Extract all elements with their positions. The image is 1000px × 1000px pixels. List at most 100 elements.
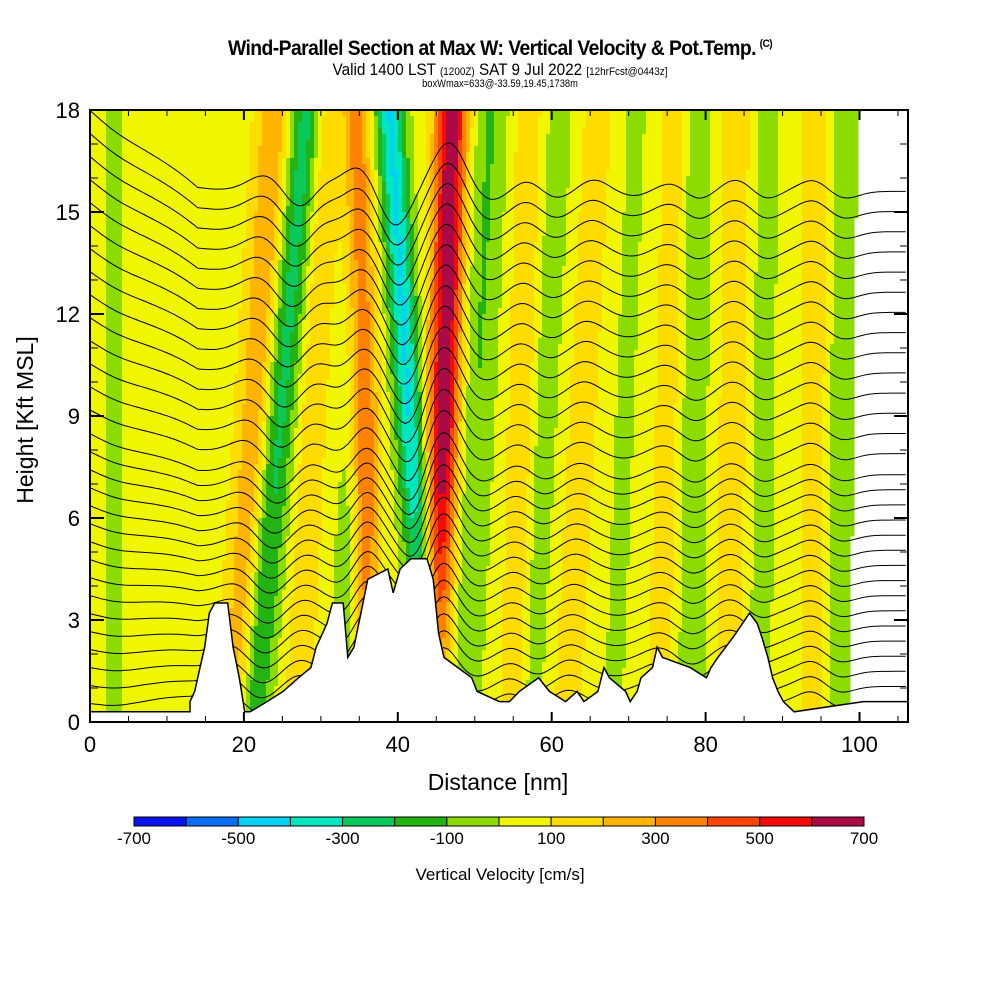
w-cell xyxy=(454,452,459,459)
w-cell xyxy=(830,494,855,501)
w-cell xyxy=(538,194,547,201)
w-cell xyxy=(302,320,311,327)
w-cell xyxy=(90,218,107,225)
w-cell xyxy=(458,158,463,165)
w-cell xyxy=(290,410,299,417)
w-cell xyxy=(282,374,291,381)
w-cell xyxy=(590,494,615,501)
w-cell xyxy=(438,542,443,549)
w-cell xyxy=(498,326,511,333)
w-cell xyxy=(758,188,779,195)
w-cell xyxy=(402,350,407,357)
w-cell xyxy=(830,422,855,429)
w-cell xyxy=(106,572,123,579)
w-cell xyxy=(90,440,107,447)
w-cell xyxy=(454,458,459,465)
w-cell xyxy=(742,518,755,525)
w-cell xyxy=(746,278,755,285)
w-cell xyxy=(502,236,515,243)
w-cell xyxy=(250,320,267,327)
w-cell xyxy=(706,524,719,531)
w-cell xyxy=(314,128,319,135)
w-cell xyxy=(362,506,375,513)
w-cell xyxy=(774,398,803,405)
w-cell xyxy=(538,200,547,207)
w-cell xyxy=(378,440,383,447)
w-cell xyxy=(566,212,579,219)
w-cell xyxy=(366,134,371,141)
w-cell xyxy=(338,518,351,525)
w-cell xyxy=(414,248,419,255)
w-cell xyxy=(418,476,423,483)
w-cell xyxy=(282,512,291,519)
w-cell xyxy=(314,116,319,123)
w-cell xyxy=(626,110,647,117)
w-cell xyxy=(290,440,295,447)
w-cell xyxy=(802,584,823,591)
w-cell xyxy=(754,476,775,483)
w-cell xyxy=(486,290,503,297)
w-cell xyxy=(314,176,319,183)
w-cell xyxy=(278,410,287,417)
w-cell xyxy=(398,374,407,381)
w-cell xyxy=(270,290,275,297)
w-cell xyxy=(506,446,531,453)
w-cell xyxy=(378,278,383,285)
w-cell xyxy=(590,560,611,567)
w-cell xyxy=(262,362,271,369)
w-cell xyxy=(354,386,359,393)
w-cell xyxy=(394,506,403,513)
w-cell xyxy=(250,308,267,315)
w-cell xyxy=(406,140,415,147)
w-cell xyxy=(458,530,463,537)
w-cell xyxy=(278,398,287,405)
w-cell xyxy=(258,470,263,477)
w-cell xyxy=(686,362,711,369)
w-cell xyxy=(570,176,583,183)
w-cell xyxy=(434,422,439,429)
w-cell xyxy=(638,266,659,273)
w-cell xyxy=(458,476,463,483)
w-cell xyxy=(566,218,579,225)
w-cell xyxy=(506,506,527,513)
w-cell xyxy=(282,596,291,603)
w-cell xyxy=(466,182,471,189)
w-cell xyxy=(746,242,759,249)
w-cell xyxy=(350,422,355,429)
w-cell xyxy=(122,488,231,495)
w-cell xyxy=(542,332,563,339)
w-cell xyxy=(278,158,283,165)
w-cell xyxy=(386,338,391,345)
w-cell xyxy=(722,146,751,153)
w-cell xyxy=(326,446,351,453)
w-cell xyxy=(466,398,495,405)
w-cell xyxy=(398,542,407,549)
w-cell xyxy=(262,494,267,501)
w-cell xyxy=(466,410,495,417)
w-cell xyxy=(578,254,603,261)
w-cell xyxy=(830,524,855,531)
w-cell xyxy=(654,470,675,477)
w-cell xyxy=(310,314,331,321)
w-cell xyxy=(662,212,679,219)
w-cell xyxy=(446,158,459,165)
w-cell xyxy=(394,182,399,189)
w-cell xyxy=(406,182,411,189)
valid-time-line: Valid 1400 LST (1200Z) SAT 9 Jul 2022 [1… xyxy=(50,60,950,80)
w-cell xyxy=(774,314,803,321)
w-cell xyxy=(122,386,235,393)
w-cell xyxy=(370,344,375,351)
w-cell xyxy=(410,230,415,237)
w-cell xyxy=(722,374,747,381)
w-cell xyxy=(554,464,567,471)
w-cell xyxy=(254,218,275,225)
w-cell xyxy=(350,506,355,513)
w-cell xyxy=(682,608,707,615)
w-cell xyxy=(374,464,379,471)
w-cell xyxy=(90,548,107,555)
w-cell xyxy=(486,164,491,171)
w-cell xyxy=(742,578,755,585)
w-cell xyxy=(474,236,483,243)
w-cell xyxy=(382,302,387,309)
w-cell xyxy=(298,500,323,507)
